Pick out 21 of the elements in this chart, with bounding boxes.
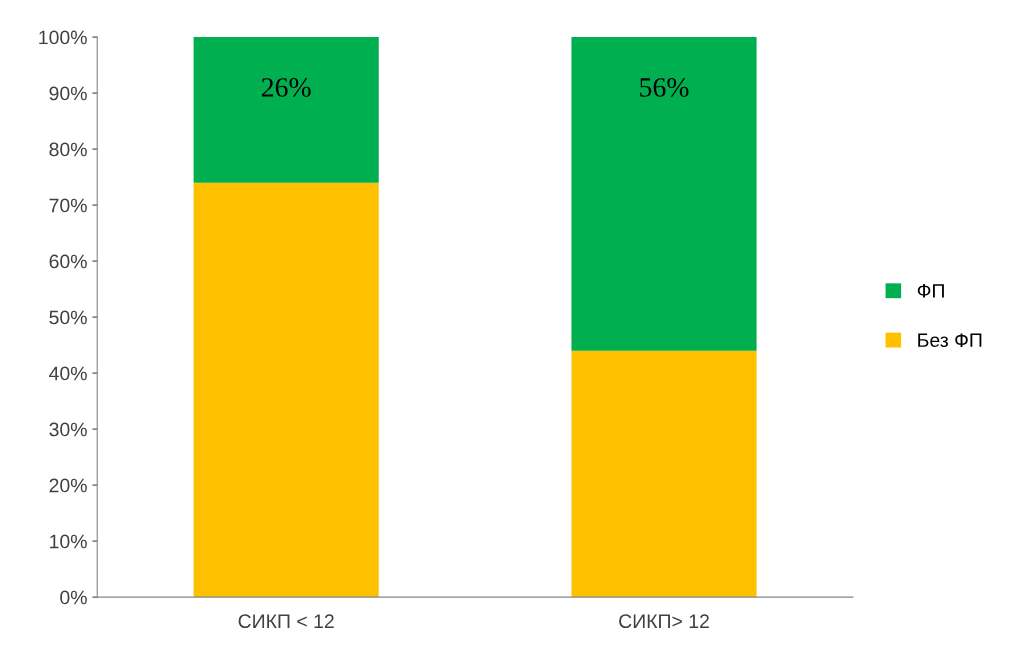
y-tick-label: 100% — [39, 30, 87, 45]
y-tick-label: 0% — [60, 590, 87, 605]
bar — [571, 350, 757, 598]
y-tick-label: 30% — [49, 422, 87, 437]
y-tick-label: 50% — [49, 310, 87, 325]
y-tick-label: 60% — [49, 254, 87, 269]
y-tick-label: 90% — [49, 86, 87, 101]
y-tick-label: 70% — [49, 198, 87, 213]
bar — [571, 37, 757, 351]
y-tick-label: 20% — [49, 478, 87, 493]
data-label: 26% — [261, 78, 311, 97]
x-tick-label: СИКП> 12 — [619, 614, 709, 629]
x-tick-label: СИКП < 12 — [238, 614, 334, 629]
bar — [193, 182, 379, 598]
bar — [193, 37, 379, 183]
data-label: 56% — [640, 78, 689, 97]
y-tick-label: 40% — [49, 366, 87, 381]
legend-label: Без ФП — [918, 333, 982, 348]
legend-label: ФП — [917, 284, 944, 298]
y-tick-label: 10% — [50, 534, 87, 549]
y-tick-label: 80% — [49, 142, 87, 157]
